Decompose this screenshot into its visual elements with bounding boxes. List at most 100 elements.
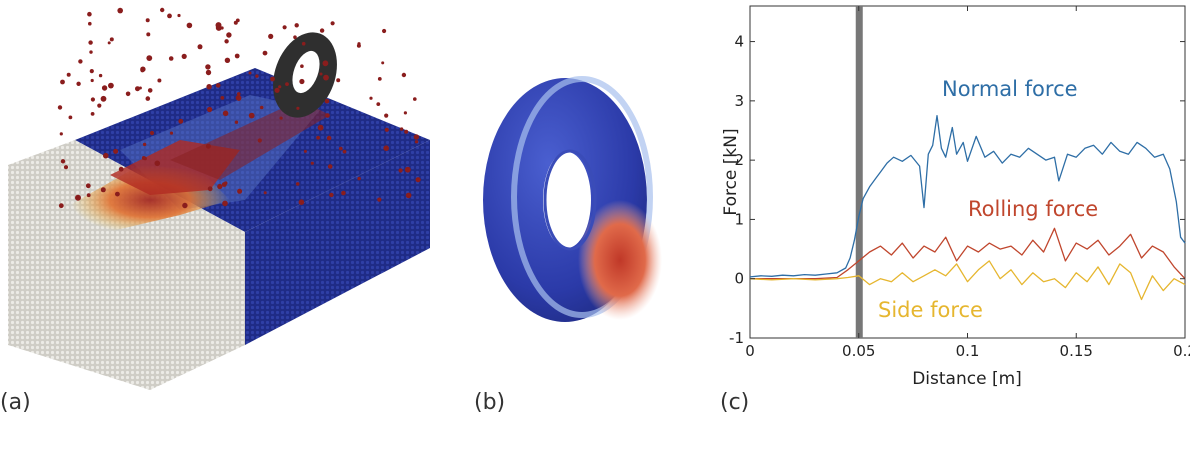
particle	[399, 127, 404, 131]
particle	[205, 64, 211, 70]
torus-wheel-illustration	[483, 76, 662, 322]
particle	[98, 73, 103, 78]
particle	[75, 194, 81, 201]
particle	[87, 11, 92, 17]
particle	[415, 177, 421, 183]
particle	[329, 192, 334, 198]
particle	[285, 82, 289, 86]
particle	[147, 88, 153, 93]
side-force-label: Side force	[878, 298, 983, 322]
particle	[118, 166, 124, 172]
particle	[207, 106, 213, 113]
y-tick-label: 0	[734, 270, 744, 288]
particle	[224, 57, 231, 63]
particle	[90, 112, 95, 116]
particle	[316, 135, 320, 140]
particle	[341, 190, 346, 196]
particle	[383, 145, 390, 151]
chart-marker-group	[855, 6, 863, 338]
particle	[369, 96, 373, 100]
particle	[401, 72, 407, 78]
particle	[325, 113, 330, 118]
particle	[57, 105, 63, 110]
particle	[405, 192, 412, 199]
particle	[257, 138, 262, 143]
particle	[248, 112, 255, 119]
particle	[146, 32, 151, 37]
particle	[319, 28, 325, 33]
panel-c-label: (c)	[720, 390, 750, 415]
particle	[167, 13, 172, 19]
particle	[403, 111, 407, 115]
particle	[60, 79, 65, 85]
particle	[296, 106, 300, 110]
particle	[413, 97, 417, 101]
particle	[141, 156, 146, 160]
particle	[88, 40, 93, 45]
particle	[226, 32, 232, 38]
particle	[90, 78, 94, 83]
y-tick-label: 3	[734, 92, 744, 110]
particle	[76, 81, 81, 87]
particle	[376, 102, 381, 106]
particle	[145, 18, 150, 23]
particle	[97, 103, 102, 108]
particle	[222, 200, 228, 207]
plot-frame	[749, 5, 1186, 339]
particle	[233, 20, 238, 25]
particle	[182, 202, 188, 209]
particle	[398, 168, 403, 173]
particle	[377, 197, 382, 202]
particle	[298, 199, 305, 205]
soil-right-face	[245, 140, 430, 345]
particle	[125, 91, 131, 97]
particle	[357, 176, 361, 181]
particle	[330, 21, 335, 26]
particle	[103, 152, 109, 159]
particle	[206, 84, 212, 90]
particle	[384, 127, 389, 132]
particle	[222, 110, 229, 117]
particle	[58, 203, 64, 209]
particle	[217, 183, 223, 190]
x-tick-label: 0	[745, 342, 755, 360]
particle	[215, 22, 222, 29]
x-tick-label: 0.1	[956, 342, 980, 360]
rolling-force-line	[750, 227, 1186, 280]
x-tick-label: 0.15	[1060, 342, 1093, 360]
particle	[113, 148, 119, 154]
particle	[263, 191, 267, 195]
particle	[310, 161, 314, 165]
particle	[301, 41, 306, 46]
x-tick-label: 0.2	[1173, 342, 1190, 360]
particle	[115, 191, 120, 197]
particle	[319, 72, 323, 76]
particle	[236, 92, 241, 96]
particle	[197, 44, 203, 50]
particle	[149, 130, 155, 136]
particle	[63, 165, 69, 170]
particle	[169, 131, 174, 135]
particle	[324, 98, 330, 104]
panel-a-label: (a)	[0, 390, 31, 415]
particle	[100, 95, 107, 102]
particle	[205, 143, 211, 149]
particle	[108, 82, 114, 89]
particle	[145, 96, 151, 101]
particle	[234, 120, 239, 124]
particle	[342, 149, 347, 154]
particle	[117, 7, 123, 14]
particle	[85, 183, 91, 189]
particle	[299, 78, 305, 85]
particle	[317, 124, 324, 131]
particle	[293, 35, 297, 39]
particle	[326, 135, 332, 141]
particle	[66, 72, 71, 77]
particle	[404, 166, 411, 173]
particle	[157, 78, 162, 83]
y-tick-label: -1	[729, 329, 744, 347]
particle	[322, 60, 329, 67]
particle	[146, 55, 153, 61]
